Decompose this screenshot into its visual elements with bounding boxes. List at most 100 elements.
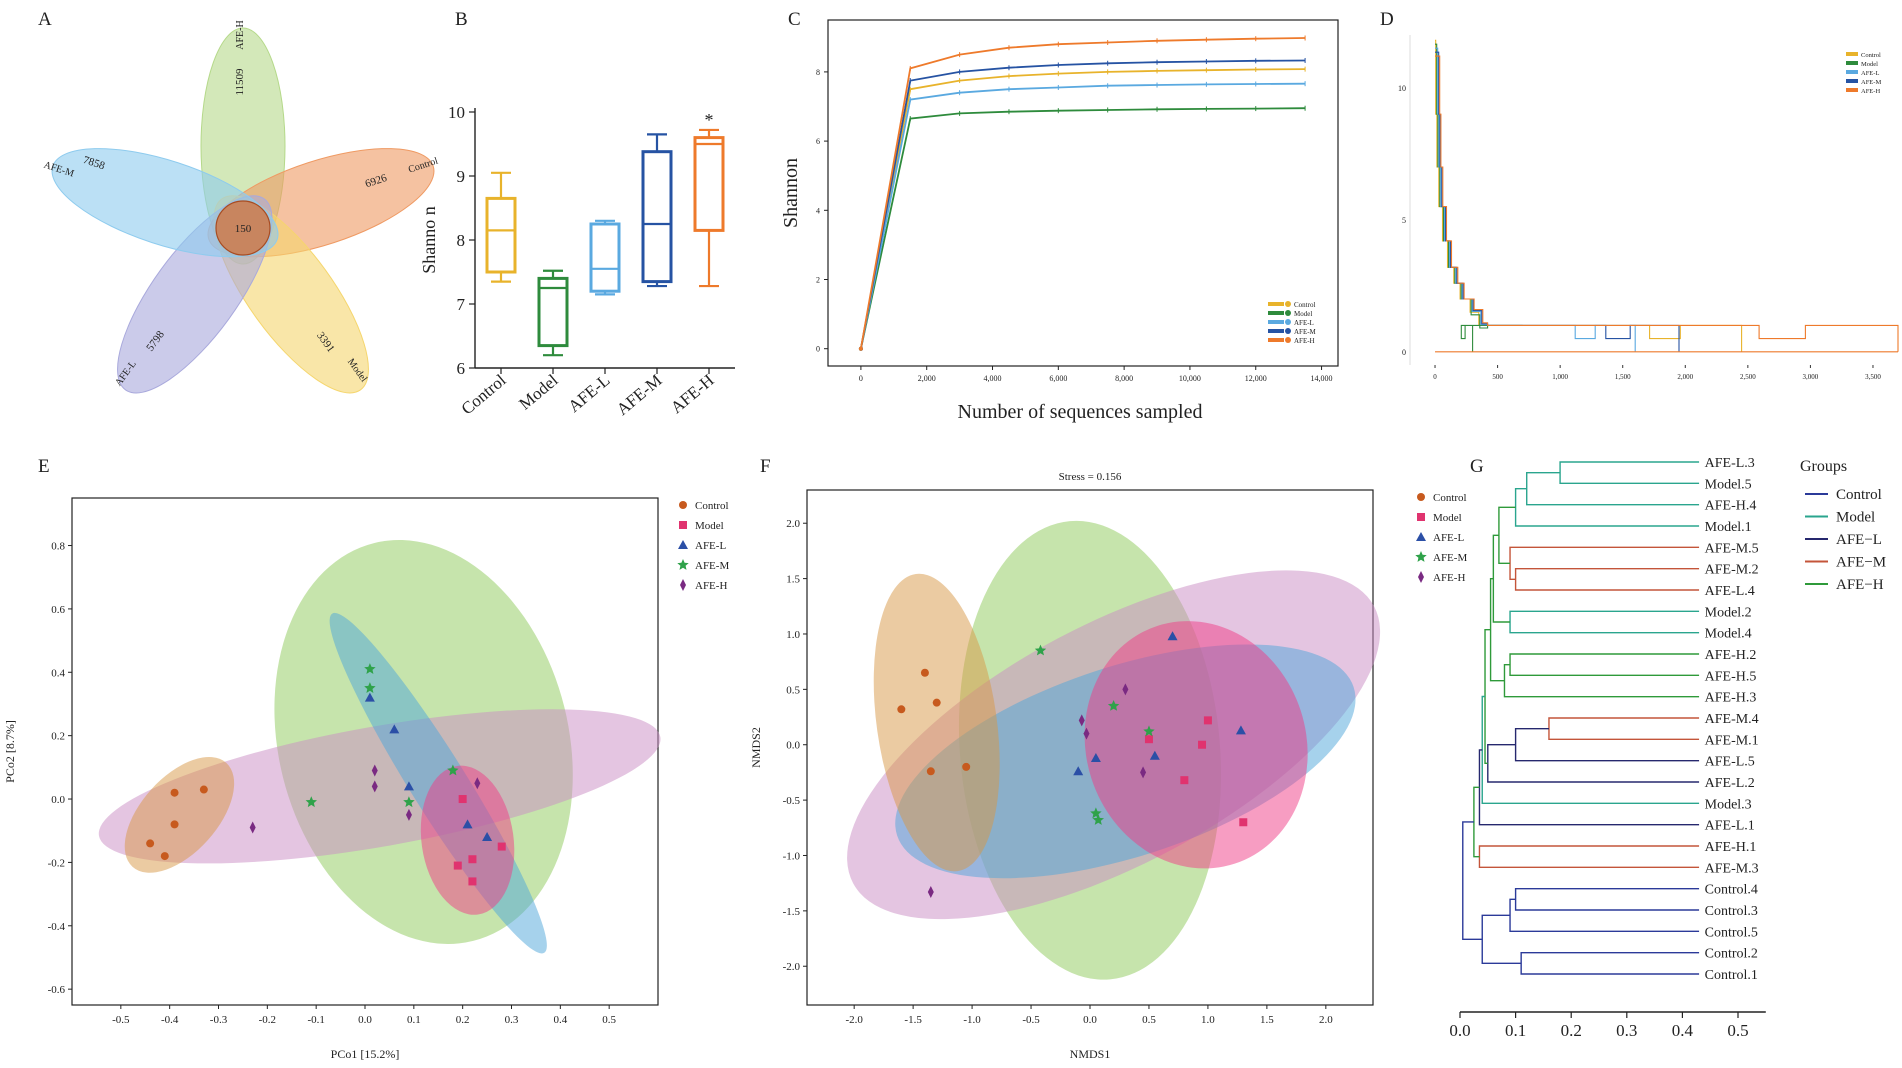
- box-afe-l: [589, 219, 621, 296]
- legend-label: AFE-H: [1294, 337, 1315, 345]
- y-tick-label: -0.4: [48, 921, 66, 933]
- leaf-label: AFE-H.3: [1705, 691, 1757, 706]
- y-axis-label: Shannon: [780, 158, 802, 228]
- y-axis-label: Shanno n: [419, 206, 439, 274]
- legend-dot: [1285, 319, 1291, 325]
- point-marker: [679, 501, 687, 509]
- confidence-ellipse: [98, 709, 661, 864]
- point-marker: [1083, 727, 1090, 740]
- point-marker: [482, 832, 493, 842]
- point-marker: [926, 767, 935, 776]
- leaf-label: Control.1: [1705, 968, 1758, 983]
- group-afe-m: [305, 663, 459, 808]
- leaf-label: AFE-H.5: [1705, 669, 1757, 684]
- x-tick-label: 0.5: [602, 1014, 616, 1026]
- point-marker: [677, 559, 689, 570]
- y-tick-label: 4: [816, 206, 820, 215]
- point-marker: [1122, 683, 1129, 696]
- series-line-afe-m: [860, 59, 1306, 349]
- x-tick-label: Model: [515, 370, 561, 413]
- point-marker: [1149, 750, 1160, 760]
- legend-label: Control: [1836, 487, 1882, 503]
- dendrogram-branch: [1478, 845, 1700, 869]
- x-tick-label: 8,000: [1115, 374, 1133, 383]
- y-tick-label: 10: [448, 103, 465, 122]
- dendrogram-branch: [1514, 887, 1700, 911]
- point-marker: [1180, 776, 1189, 785]
- series-start-point: [858, 346, 863, 351]
- panel-letter-f: F: [760, 456, 771, 477]
- dendrogram-branch: [1526, 471, 1700, 506]
- point-marker: [468, 855, 477, 864]
- point-marker: [170, 788, 179, 797]
- x-tick-label: 0.0: [1449, 1021, 1470, 1040]
- dendrogram-branch: [1503, 663, 1700, 698]
- panel-letter-e: E: [38, 456, 50, 477]
- dendrogram-branch: [1473, 786, 1480, 858]
- point-marker: [364, 692, 375, 702]
- x-tick-label: 4,000: [984, 374, 1002, 383]
- dendrogram-branch: [1559, 461, 1700, 485]
- legend-label: Control: [1294, 301, 1315, 309]
- x-axis-label: Number of sequences sampled: [958, 401, 1203, 423]
- point-marker: [1034, 644, 1047, 656]
- leaf-label: AFE-L.1: [1705, 819, 1755, 834]
- dendrogram-branch: [1509, 898, 1700, 933]
- x-tick-label: AFE-M: [613, 371, 666, 420]
- dendrogram-branch: [1548, 717, 1700, 741]
- y-tick-label: 2.0: [786, 518, 800, 530]
- y-tick-label: 6: [816, 137, 820, 146]
- legend-label: AFE-H: [695, 580, 727, 592]
- series-line-control: [860, 68, 1306, 349]
- venn-shared-count: 150: [235, 223, 252, 235]
- panel-letter-d: D: [1380, 9, 1394, 30]
- leaf-label: Control.2: [1705, 947, 1758, 962]
- y-tick-label: 8: [816, 68, 820, 77]
- x-axis-label: NMDS1: [1070, 1047, 1111, 1061]
- x-tick-label: 2,000: [918, 374, 936, 383]
- confidence-ellipse: [873, 573, 1000, 872]
- point-marker: [458, 795, 467, 804]
- y-tick-label: 0.4: [51, 667, 65, 679]
- legend-label: Model: [1836, 510, 1875, 526]
- legend-title: Groups: [1800, 458, 1847, 475]
- legend-dot: [1285, 328, 1291, 334]
- x-tick-label: 0.4: [553, 1014, 567, 1026]
- leaf-label: AFE-H.2: [1705, 648, 1757, 663]
- leaf-label: Control.4: [1705, 883, 1758, 898]
- point-marker: [474, 777, 481, 790]
- x-tick-label: 2,000: [1677, 373, 1693, 381]
- y-axis-label: NMDS2: [749, 727, 763, 768]
- leaf-label: AFE-L.3: [1705, 456, 1755, 471]
- leaf-label: Model.4: [1705, 627, 1752, 642]
- legend-label: Control: [1861, 52, 1881, 59]
- y-tick-label: 0.6: [51, 604, 65, 616]
- dendrogram-branch: [1492, 534, 1511, 623]
- point-marker: [403, 781, 414, 791]
- y-tick-label: 1.5: [786, 574, 800, 586]
- box-control: [485, 171, 517, 283]
- x-tick-label: -1.5: [904, 1014, 922, 1026]
- venn-set-label: AFE-H: [235, 20, 246, 49]
- legend-dot: [1285, 337, 1291, 343]
- leaf-label: Control.5: [1705, 925, 1758, 940]
- legend-label: AFE-M: [1294, 328, 1317, 336]
- group-control: [897, 668, 971, 776]
- series-line-afe-h: [1435, 55, 1899, 352]
- point-marker: [1417, 513, 1425, 521]
- dendrogram-branch: [1509, 546, 1700, 581]
- y-tick-label: 0.0: [786, 740, 800, 752]
- y-tick-label: 1.0: [786, 629, 800, 641]
- leaf-label: AFE-H.4: [1705, 499, 1757, 514]
- point-marker: [1107, 700, 1120, 711]
- pcoa-panel: Control Model AFE-L AFE-M AFE-H -0.5 -0.4 -0.3 -…: [3, 497, 729, 1061]
- y-tick-label: 0.2: [51, 731, 65, 743]
- box-iqr: [641, 150, 673, 284]
- box-iqr: [693, 136, 725, 232]
- venn-unique-count: 11509: [234, 68, 246, 96]
- y-tick-label: 10: [1398, 84, 1406, 93]
- series-line-afe-l: [860, 82, 1306, 349]
- series-line-control: [1435, 39, 1743, 352]
- x-tick-label: 0.5: [1142, 1014, 1156, 1026]
- x-tick-label: 0.5: [1727, 1021, 1748, 1040]
